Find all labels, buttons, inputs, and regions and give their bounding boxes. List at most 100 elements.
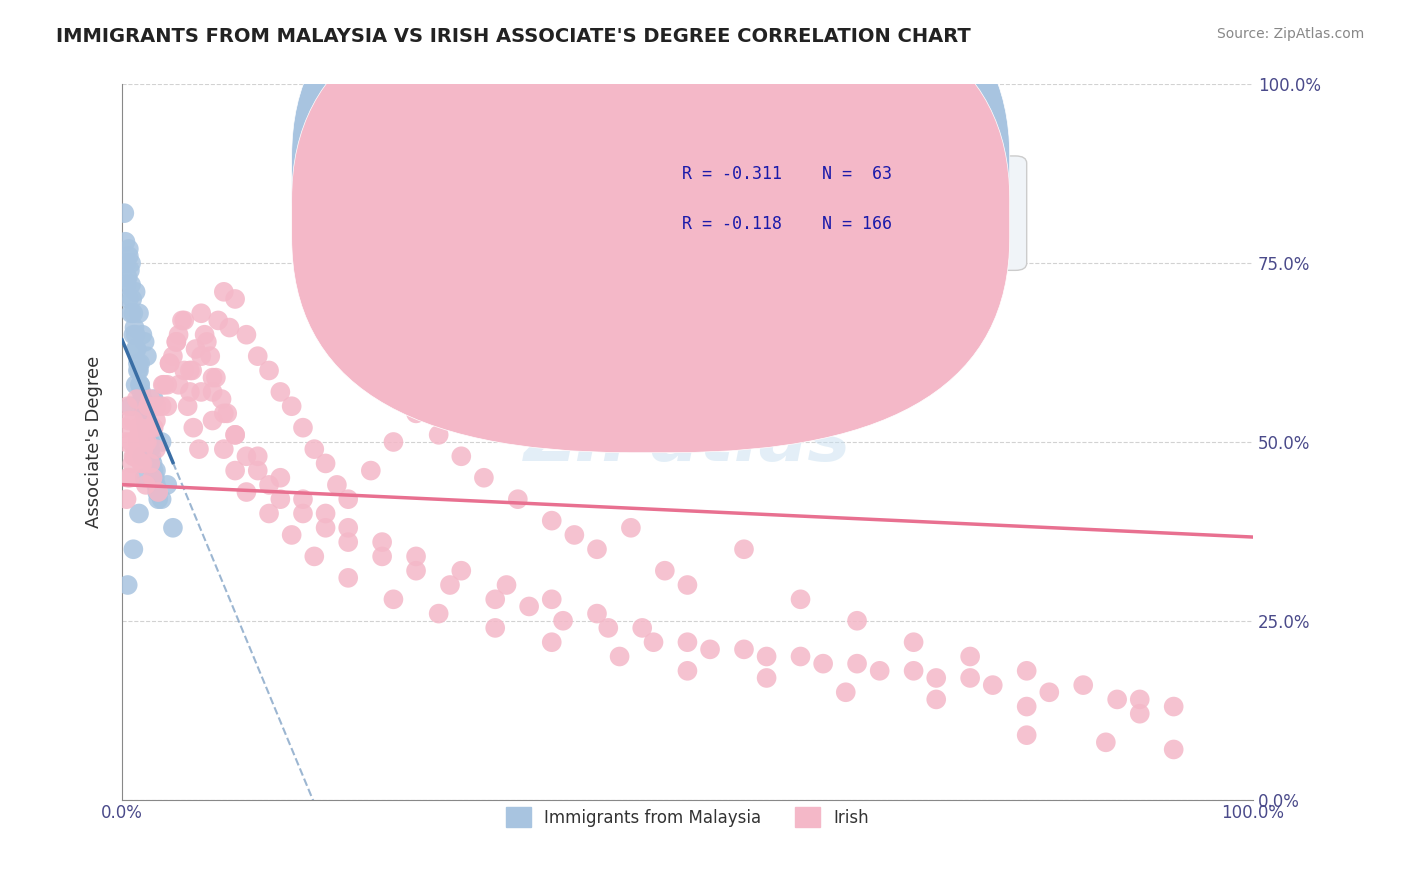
- Point: [304, 549, 326, 564]
- Point: [128, 306, 150, 320]
- Legend: Immigrants from Malaysia, Irish: Immigrants from Malaysia, Irish: [499, 800, 876, 834]
- Point: [153, 377, 176, 392]
- Point: [733, 542, 755, 557]
- Point: [120, 277, 142, 292]
- Point: [315, 507, 337, 521]
- Point: [122, 327, 145, 342]
- Point: [173, 313, 195, 327]
- FancyBboxPatch shape: [291, 0, 1010, 409]
- Point: [371, 535, 394, 549]
- Point: [187, 442, 209, 457]
- Point: [131, 392, 153, 406]
- Point: [120, 306, 142, 320]
- FancyBboxPatch shape: [291, 0, 1010, 453]
- Point: [124, 377, 146, 392]
- Point: [371, 549, 394, 564]
- Point: [120, 399, 142, 413]
- Point: [337, 535, 360, 549]
- Point: [132, 399, 155, 413]
- Point: [118, 413, 141, 427]
- Point: [789, 592, 811, 607]
- Point: [224, 427, 246, 442]
- Point: [118, 242, 141, 256]
- Point: [129, 384, 152, 399]
- Point: [124, 320, 146, 334]
- Point: [134, 434, 156, 449]
- Point: [135, 478, 157, 492]
- Point: [121, 292, 143, 306]
- Point: [115, 277, 138, 292]
- Point: [405, 549, 427, 564]
- Point: [337, 521, 360, 535]
- Point: [869, 664, 891, 678]
- Point: [122, 450, 145, 464]
- Point: [315, 521, 337, 535]
- Point: [201, 413, 224, 427]
- Point: [846, 657, 869, 671]
- Point: [145, 442, 167, 457]
- Point: [439, 578, 461, 592]
- Point: [304, 442, 326, 457]
- Point: [217, 406, 239, 420]
- Point: [643, 635, 665, 649]
- Point: [167, 327, 190, 342]
- Point: [257, 478, 280, 492]
- Point: [506, 492, 529, 507]
- Text: ZIPatlas: ZIPatlas: [524, 408, 851, 476]
- Point: [156, 478, 179, 492]
- Point: [159, 356, 181, 370]
- Point: [125, 392, 148, 406]
- Point: [337, 492, 360, 507]
- Point: [125, 342, 148, 356]
- Point: [143, 471, 166, 485]
- Point: [145, 399, 167, 413]
- Point: [190, 384, 212, 399]
- Text: R = -0.118    N = 166: R = -0.118 N = 166: [682, 215, 891, 233]
- Point: [139, 442, 162, 457]
- Point: [134, 406, 156, 420]
- Point: [124, 327, 146, 342]
- Point: [257, 363, 280, 377]
- Point: [1129, 706, 1152, 721]
- Point: [540, 592, 562, 607]
- Point: [291, 420, 314, 434]
- Point: [326, 478, 349, 492]
- Point: [134, 406, 156, 420]
- Point: [120, 256, 142, 270]
- Point: [148, 492, 170, 507]
- Point: [981, 678, 1004, 692]
- Point: [114, 434, 136, 449]
- Point: [1107, 692, 1129, 706]
- Point: [128, 420, 150, 434]
- Point: [699, 642, 721, 657]
- Y-axis label: Associate's Degree: Associate's Degree: [86, 356, 103, 528]
- Point: [118, 249, 141, 263]
- Point: [789, 649, 811, 664]
- Point: [142, 420, 165, 434]
- Point: [925, 692, 948, 706]
- Point: [903, 664, 925, 678]
- Point: [1163, 742, 1185, 756]
- Point: [280, 528, 302, 542]
- Point: [134, 334, 156, 349]
- Point: [134, 471, 156, 485]
- Point: [201, 384, 224, 399]
- Point: [269, 492, 291, 507]
- Point: [903, 635, 925, 649]
- Point: [337, 571, 360, 585]
- Point: [631, 621, 654, 635]
- Point: [1015, 728, 1038, 742]
- Point: [472, 471, 495, 485]
- Point: [114, 235, 136, 249]
- Point: [129, 457, 152, 471]
- Point: [291, 492, 314, 507]
- Point: [654, 564, 676, 578]
- Point: [138, 434, 160, 449]
- Point: [959, 649, 981, 664]
- Point: [124, 285, 146, 299]
- Point: [450, 450, 472, 464]
- Point: [142, 471, 165, 485]
- Point: [136, 349, 159, 363]
- Point: [195, 334, 218, 349]
- Point: [190, 349, 212, 363]
